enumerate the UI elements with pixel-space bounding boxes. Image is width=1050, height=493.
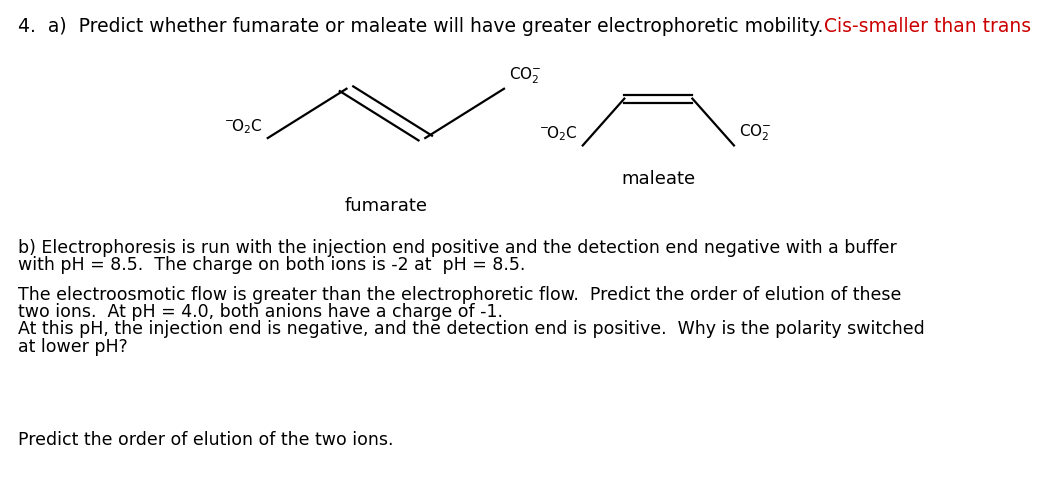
Text: The electroosmotic flow is greater than the electrophoretic flow.  Predict the o: The electroosmotic flow is greater than … [18,286,901,304]
Text: maleate: maleate [622,170,695,188]
Text: Cis-smaller than trans: Cis-smaller than trans [824,17,1031,36]
Text: at lower pH?: at lower pH? [18,338,128,356]
Text: At this pH, the injection end is negative, and the detection end is positive.  W: At this pH, the injection end is negativ… [18,320,925,339]
Text: 4.  a)  Predict whether fumarate or maleate will have greater electrophoretic mo: 4. a) Predict whether fumarate or maleat… [18,17,830,36]
Text: $\mathsf{CO_2^{-}}$: $\mathsf{CO_2^{-}}$ [739,122,772,143]
Text: $\mathsf{{}^{-}\!O_2C}$: $\mathsf{{}^{-}\!O_2C}$ [225,117,262,136]
Text: $\mathsf{{}^{-}\!O_2C}$: $\mathsf{{}^{-}\!O_2C}$ [540,124,578,143]
Text: two ions.  At pH = 4.0, both anions have a charge of -1.: two ions. At pH = 4.0, both anions have … [18,303,503,321]
Text: b) Electrophoresis is run with the injection end positive and the detection end : b) Electrophoresis is run with the injec… [18,239,897,257]
Text: $\mathsf{CO_2^{-}}$: $\mathsf{CO_2^{-}}$ [509,66,542,86]
Text: fumarate: fumarate [344,197,427,215]
Text: with pH = 8.5.  The charge on both ions is -2 at  pH = 8.5.: with pH = 8.5. The charge on both ions i… [18,256,525,275]
Text: Predict the order of elution of the two ions.: Predict the order of elution of the two … [18,431,394,450]
